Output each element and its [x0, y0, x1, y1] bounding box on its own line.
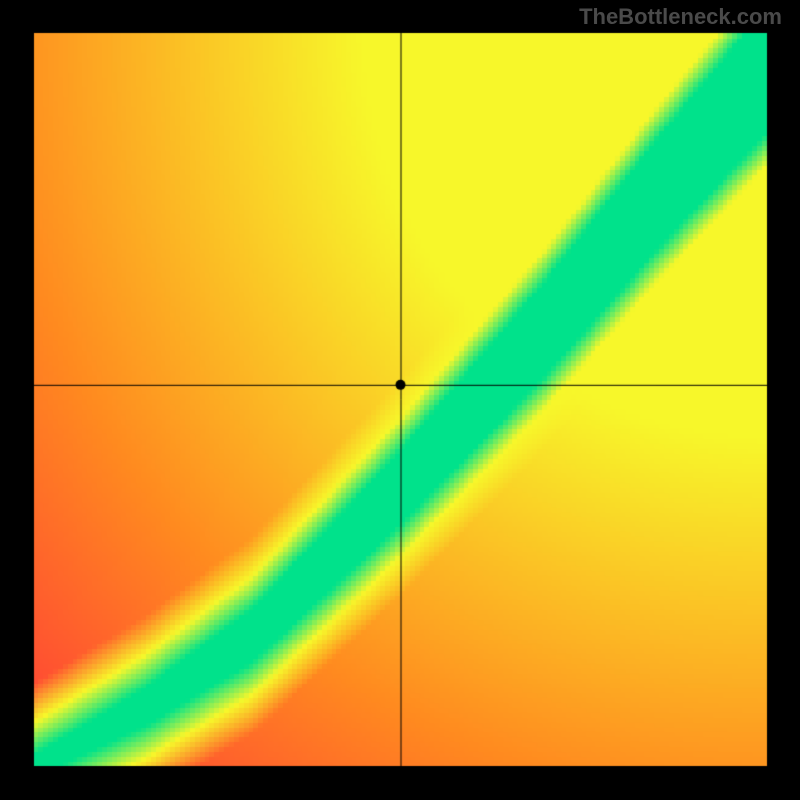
bottleneck-heatmap-canvas [0, 0, 800, 800]
chart-container: TheBottleneck.com [0, 0, 800, 800]
attribution-text: TheBottleneck.com [579, 4, 782, 30]
